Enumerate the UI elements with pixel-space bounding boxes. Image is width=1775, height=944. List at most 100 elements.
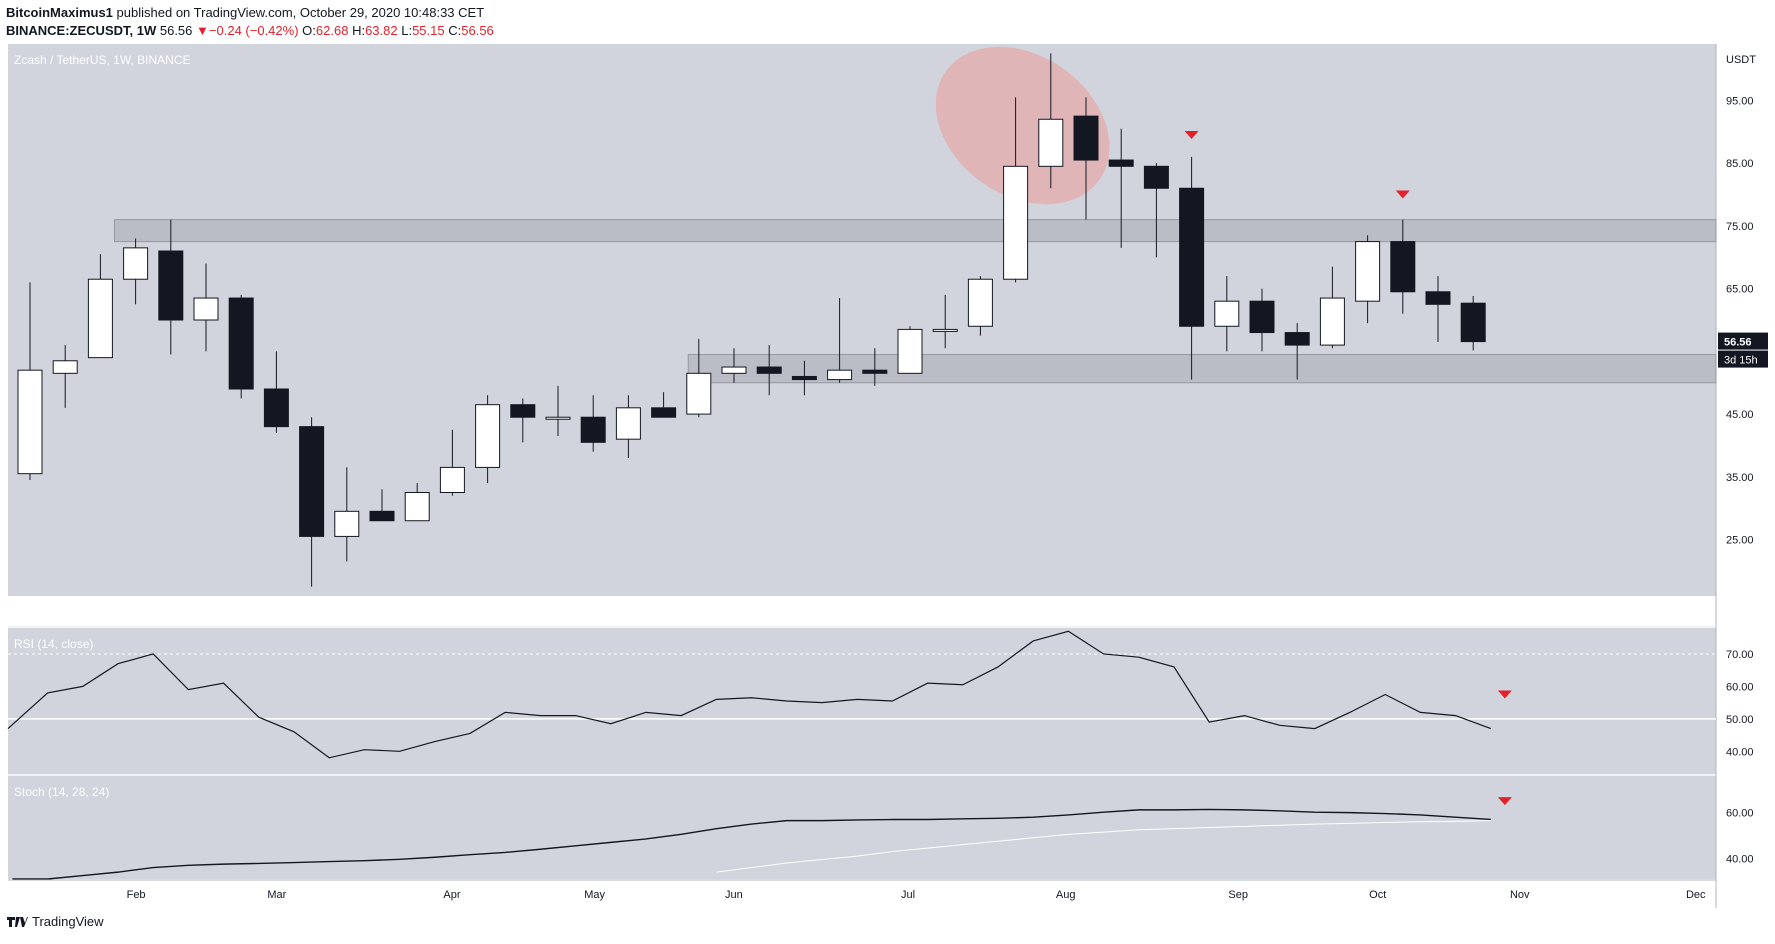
candle[interactable] bbox=[158, 250, 184, 321]
zone-support[interactable] bbox=[687, 354, 1717, 384]
candle[interactable] bbox=[439, 466, 465, 493]
candle[interactable] bbox=[1355, 241, 1381, 302]
tradingview-logo[interactable]: TradingView bbox=[6, 914, 104, 929]
candle[interactable] bbox=[791, 375, 817, 381]
candle[interactable] bbox=[193, 297, 219, 321]
time-axis-label: Feb bbox=[127, 889, 146, 901]
last-price: 56.56 bbox=[159, 23, 193, 38]
candle[interactable] bbox=[1003, 165, 1029, 280]
time-axis-label: Jul bbox=[901, 889, 915, 901]
candle[interactable] bbox=[651, 407, 677, 418]
candle[interactable] bbox=[228, 297, 254, 390]
price-pane-title: Zcash / TetherUS, 1W, BINANCE bbox=[14, 53, 191, 67]
time-axis-label: Nov bbox=[1510, 889, 1530, 901]
candle[interactable] bbox=[1390, 241, 1416, 293]
high-value: 63.82 bbox=[365, 23, 398, 38]
candle[interactable] bbox=[721, 366, 747, 374]
highlight-ellipse[interactable] bbox=[905, 14, 1139, 237]
candle[interactable] bbox=[510, 404, 536, 418]
close-label: C: bbox=[448, 23, 462, 38]
time-axis-label: May bbox=[584, 889, 605, 901]
publish-line: BitcoinMaximus1 published on TradingView… bbox=[6, 4, 494, 22]
candle[interactable] bbox=[615, 407, 641, 440]
bearish-marker-icon[interactable] bbox=[1184, 130, 1199, 139]
candle[interactable] bbox=[1073, 115, 1099, 161]
price-tick-label: 45.00 bbox=[1726, 409, 1754, 421]
stoch-bearish-marker-icon[interactable] bbox=[1497, 797, 1512, 806]
price-unit-label: USDT bbox=[1726, 54, 1756, 66]
candle[interactable] bbox=[1214, 300, 1240, 327]
symbol-label: BINANCE:ZECUSDT, 1W bbox=[6, 23, 157, 38]
open-label: O: bbox=[302, 23, 316, 38]
bearish-marker-icon[interactable] bbox=[1395, 190, 1410, 199]
countdown-tag[interactable] bbox=[1718, 350, 1768, 368]
change-down-icon: ▼ bbox=[196, 23, 209, 38]
stoch-tick-label: 40.00 bbox=[1726, 853, 1754, 865]
candle[interactable] bbox=[897, 328, 923, 374]
time-axis-label: Mar bbox=[267, 889, 286, 901]
candle[interactable] bbox=[756, 366, 782, 374]
candle[interactable] bbox=[334, 510, 360, 537]
candle[interactable] bbox=[475, 404, 501, 468]
candle[interactable] bbox=[862, 369, 888, 374]
candle[interactable] bbox=[1179, 187, 1205, 327]
rsi-line[interactable] bbox=[7, 630, 1492, 759]
rsi-tick-label: 60.00 bbox=[1726, 681, 1754, 693]
candle[interactable] bbox=[827, 369, 853, 381]
time-axis-label: Dec bbox=[1686, 889, 1706, 901]
candle[interactable] bbox=[1319, 297, 1345, 346]
candle[interactable] bbox=[1038, 118, 1064, 167]
stoch-d-line[interactable] bbox=[716, 820, 1491, 873]
candle[interactable] bbox=[545, 416, 571, 420]
stoch-tick-label: 60.00 bbox=[1726, 808, 1754, 820]
candle[interactable] bbox=[1249, 300, 1275, 334]
time-axis-label: Jun bbox=[725, 889, 743, 901]
candle[interactable] bbox=[299, 426, 325, 537]
chart-header: BitcoinMaximus1 published on TradingView… bbox=[6, 4, 494, 40]
candle[interactable] bbox=[1284, 332, 1310, 346]
candle[interactable] bbox=[369, 510, 395, 522]
low-label: L: bbox=[401, 23, 413, 38]
candle[interactable] bbox=[1143, 165, 1169, 189]
rsi-pane-background[interactable] bbox=[8, 628, 1716, 774]
candle[interactable] bbox=[1108, 159, 1134, 167]
last-price-tag-label: 56.56 bbox=[1724, 337, 1752, 349]
author-name[interactable]: BitcoinMaximus1 bbox=[6, 5, 113, 20]
time-axis-label: Apr bbox=[443, 889, 460, 901]
high-label: H: bbox=[352, 23, 366, 38]
price-pane-background[interactable] bbox=[8, 44, 1716, 596]
published-text: published on TradingView.com, October 29… bbox=[116, 5, 485, 20]
candle[interactable] bbox=[123, 247, 149, 280]
time-axis-label: Oct bbox=[1369, 889, 1386, 901]
rsi-tick-label: 50.00 bbox=[1726, 714, 1754, 726]
candle[interactable] bbox=[967, 278, 993, 327]
stoch-k-line[interactable] bbox=[12, 808, 1491, 880]
candle[interactable] bbox=[1460, 302, 1486, 343]
candle[interactable] bbox=[263, 388, 289, 428]
candle[interactable] bbox=[87, 278, 113, 359]
candle[interactable] bbox=[52, 360, 78, 374]
last-price-tag[interactable] bbox=[1718, 332, 1768, 350]
zone-resistance[interactable] bbox=[113, 219, 1717, 243]
price-tick-label: 95.00 bbox=[1726, 95, 1754, 107]
candle[interactable] bbox=[17, 369, 43, 475]
rsi-tick-label: 40.00 bbox=[1726, 746, 1754, 758]
candle[interactable] bbox=[404, 492, 430, 522]
change-value: −0.24 (−0.42%) bbox=[208, 23, 299, 38]
candle[interactable] bbox=[686, 372, 712, 415]
rsi-tick-label: 70.00 bbox=[1726, 649, 1754, 661]
rsi-pane-title: RSI (14, close) bbox=[14, 637, 93, 651]
countdown-tag-label: 3d 15h bbox=[1724, 355, 1758, 367]
rsi-bearish-marker-icon[interactable] bbox=[1497, 690, 1512, 699]
time-axis-label: Aug bbox=[1056, 889, 1076, 901]
price-tick-label: 85.00 bbox=[1726, 158, 1754, 170]
price-tick-label: 25.00 bbox=[1726, 535, 1754, 547]
candle[interactable] bbox=[1425, 291, 1451, 305]
time-axis-label: Sep bbox=[1228, 889, 1248, 901]
stoch-pane-background[interactable] bbox=[8, 776, 1716, 879]
symbol-ohlc-line: BINANCE:ZECUSDT, 1W 56.56 ▼−0.24 (−0.42%… bbox=[6, 22, 494, 40]
candle[interactable] bbox=[932, 328, 958, 332]
candle[interactable] bbox=[580, 416, 606, 443]
price-tick-label: 35.00 bbox=[1726, 472, 1754, 484]
